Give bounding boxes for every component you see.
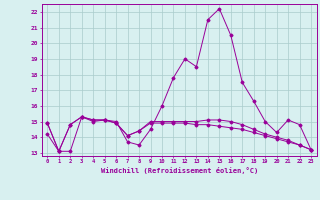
X-axis label: Windchill (Refroidissement éolien,°C): Windchill (Refroidissement éolien,°C) <box>100 167 258 174</box>
